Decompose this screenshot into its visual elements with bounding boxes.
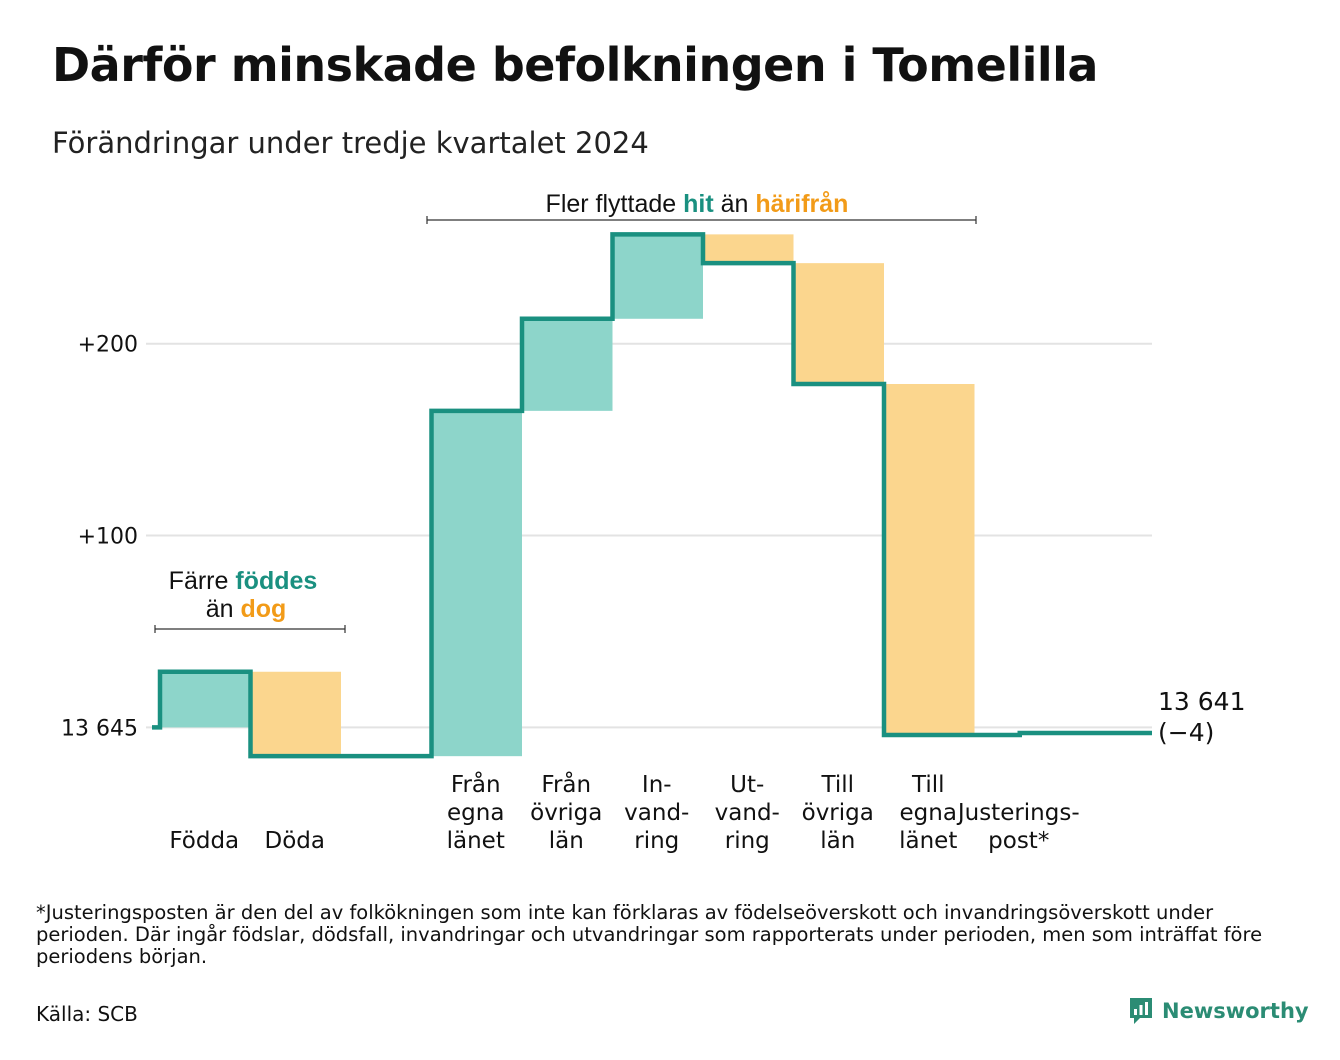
x-label-8-1: egna: [900, 800, 957, 826]
annotation-migration-text: Fler flyttade hit än härifrån: [546, 190, 849, 218]
y-tick-label-1: +100: [78, 525, 138, 550]
x-axis-labels: Födda DödaFrånegnalänetFrånövrigalänIn-va…: [169, 770, 1079, 854]
annotation-births-highlight2: dog: [240, 595, 286, 623]
running-total-line: [152, 232, 1152, 759]
bars: [160, 234, 975, 757]
brand-logo: Newsworthy: [1128, 996, 1309, 1026]
bar-8: [884, 384, 975, 736]
x-label-4-1: övriga: [530, 800, 602, 826]
chart-title: Därför minskade befolkningen i Tomelilla: [52, 38, 1098, 92]
footnote: *Justeringsposten är den del av folkökni…: [36, 901, 1263, 968]
x-label-1-0: Döda: [265, 828, 325, 854]
source-note: Källa: SCB: [36, 1002, 138, 1026]
annotation-births-line2: än dog: [206, 595, 287, 623]
chart-subtitle: Förändringar under tredje kvartalet 2024: [52, 126, 649, 160]
brand-name: Newsworthy: [1162, 999, 1309, 1023]
x-label-6-0: Ut-: [730, 772, 764, 798]
x-label-6-1: vand-: [715, 800, 780, 826]
x-label-4-2: län: [549, 828, 584, 854]
x-label-7-1: övriga: [802, 800, 874, 826]
bar-4: [522, 318, 613, 411]
bar-0: [160, 671, 251, 728]
annotation-births-bracket: [154, 625, 346, 633]
x-label-4-0: Från: [541, 770, 591, 798]
bar-6: [703, 234, 794, 264]
annotation-births-highlight1: föddes: [235, 567, 317, 595]
y-tick-label-2: +200: [78, 333, 138, 358]
bar-3: [431, 410, 522, 757]
end-change-label: (−4): [1158, 718, 1214, 747]
x-label-7-2: län: [820, 828, 855, 854]
annotation-migration-highlight2: härifrån: [755, 190, 848, 218]
gridlines: [146, 342, 1152, 729]
x-label-5-0: In-: [642, 772, 672, 798]
y-axis-labels: 13 645 +100 +200: [61, 333, 138, 742]
bar-1: [250, 671, 341, 757]
x-label-8-2: länet: [899, 828, 957, 854]
x-label-3-0: Från: [451, 770, 501, 798]
x-label-3-1: egna: [447, 800, 504, 826]
x-label-9-0: Justerings-: [956, 800, 1080, 826]
x-label-8-0: Till: [911, 772, 945, 798]
x-label-7-0: Till: [820, 772, 854, 798]
annotation-migration-highlight1: hit: [683, 190, 714, 218]
bar-7: [793, 263, 884, 384]
x-label-5-2: ring: [634, 828, 679, 854]
x-label-9-1: post*: [988, 828, 1049, 854]
running-total-line-group: [152, 232, 1152, 759]
x-label-3-2: länet: [447, 828, 505, 854]
bar-5: [612, 234, 703, 319]
end-value-label: 13 641: [1158, 687, 1245, 716]
waterfall-chart: 13 645+100+200 Födda DödaFrånegnalänetFrå…: [61, 190, 1245, 854]
x-label-6-2: ring: [725, 828, 770, 854]
x-label-5-1: vand-: [624, 800, 689, 826]
y-tick-label-0: 13 645: [61, 716, 138, 741]
annotation-births-line1: Färre föddes: [169, 567, 318, 595]
annotation-migration-bracket: [426, 216, 977, 224]
x-label-0-0: Födda: [169, 828, 239, 854]
bar-chart-bubble-icon: [1130, 998, 1152, 1024]
annotations: Färre föddes än dog Fler flyttade hit än…: [154, 190, 977, 633]
